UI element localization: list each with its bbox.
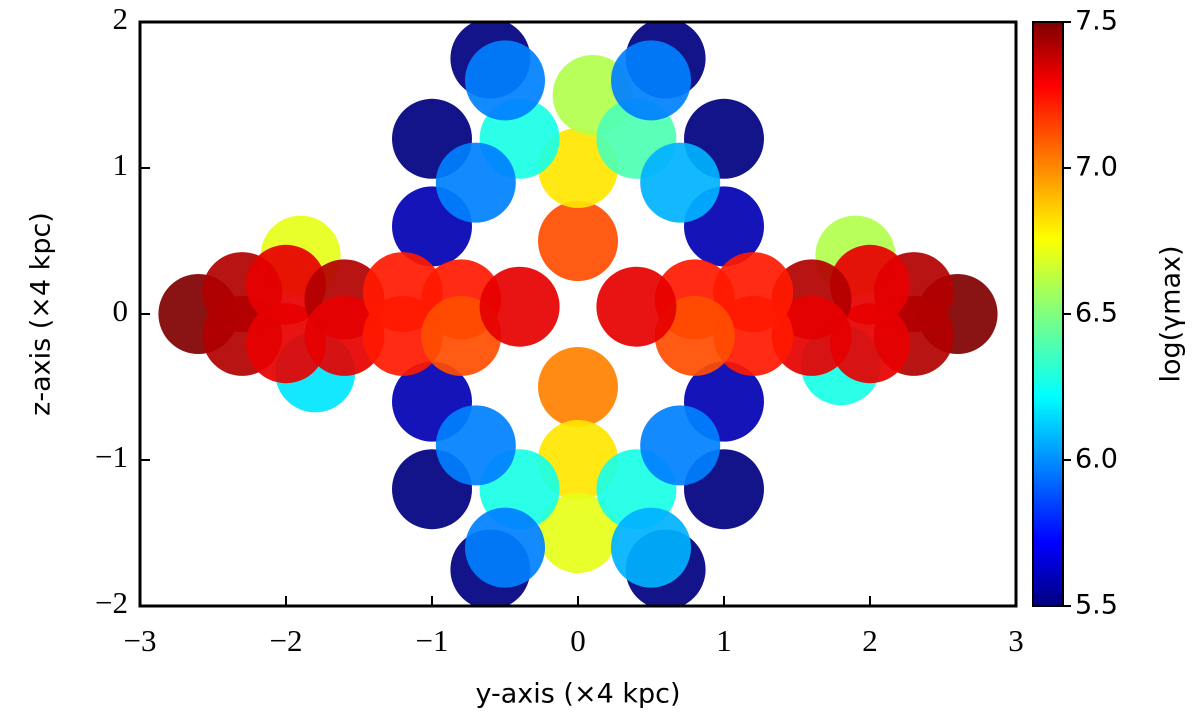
scatter-point bbox=[538, 201, 618, 281]
x-tick-label: −3 bbox=[124, 623, 157, 658]
scatter-point bbox=[538, 493, 618, 573]
colorbar-tick-label: 5.5 bbox=[1075, 590, 1118, 621]
y-tick-label: 1 bbox=[113, 147, 129, 182]
x-tick-label: 1 bbox=[716, 623, 732, 658]
scatter-point bbox=[465, 40, 545, 121]
scatter-point bbox=[304, 295, 385, 376]
scatter-point bbox=[830, 303, 910, 384]
x-tick-label: 3 bbox=[1008, 623, 1024, 658]
x-tick-label: 0 bbox=[570, 623, 586, 658]
scatter-point bbox=[538, 347, 618, 427]
x-tick-label: −2 bbox=[270, 623, 303, 658]
scatter-point bbox=[640, 142, 721, 223]
y-tick-label: −2 bbox=[95, 585, 128, 620]
x-tick-label: −1 bbox=[416, 623, 449, 658]
x-axis-label: y-axis (×4 kpc) bbox=[476, 679, 681, 710]
scatter-point bbox=[713, 295, 794, 376]
scatter-point bbox=[246, 303, 326, 384]
colorbar bbox=[1032, 21, 1064, 607]
colorbar-tick-label: 6.0 bbox=[1075, 444, 1118, 475]
scatter-point bbox=[465, 507, 545, 588]
scatter-point bbox=[771, 295, 852, 376]
scatter-point bbox=[611, 507, 691, 588]
x-tick-label: 2 bbox=[862, 623, 878, 658]
scatter-point bbox=[479, 266, 560, 347]
y-tick-label: 0 bbox=[113, 293, 129, 328]
colorbar-tick-label: 7.0 bbox=[1075, 152, 1118, 183]
colorbar-tick-label: 7.5 bbox=[1075, 6, 1118, 37]
scatter-point bbox=[435, 142, 516, 223]
scatter-point bbox=[611, 40, 691, 121]
scatter-point bbox=[596, 266, 677, 347]
scatter-point bbox=[640, 405, 721, 486]
scatter-point bbox=[435, 405, 516, 486]
colorbar-label: log(γmax) bbox=[1156, 245, 1187, 382]
colorbar-tick-label: 6.5 bbox=[1075, 298, 1118, 329]
y-tick-label: 2 bbox=[113, 1, 129, 36]
y-tick-label: −1 bbox=[95, 439, 128, 474]
scatter-cloud bbox=[158, 22, 998, 606]
y-axis-label: z-axis (×4 kpc) bbox=[26, 212, 57, 416]
scatter-point bbox=[362, 295, 443, 376]
